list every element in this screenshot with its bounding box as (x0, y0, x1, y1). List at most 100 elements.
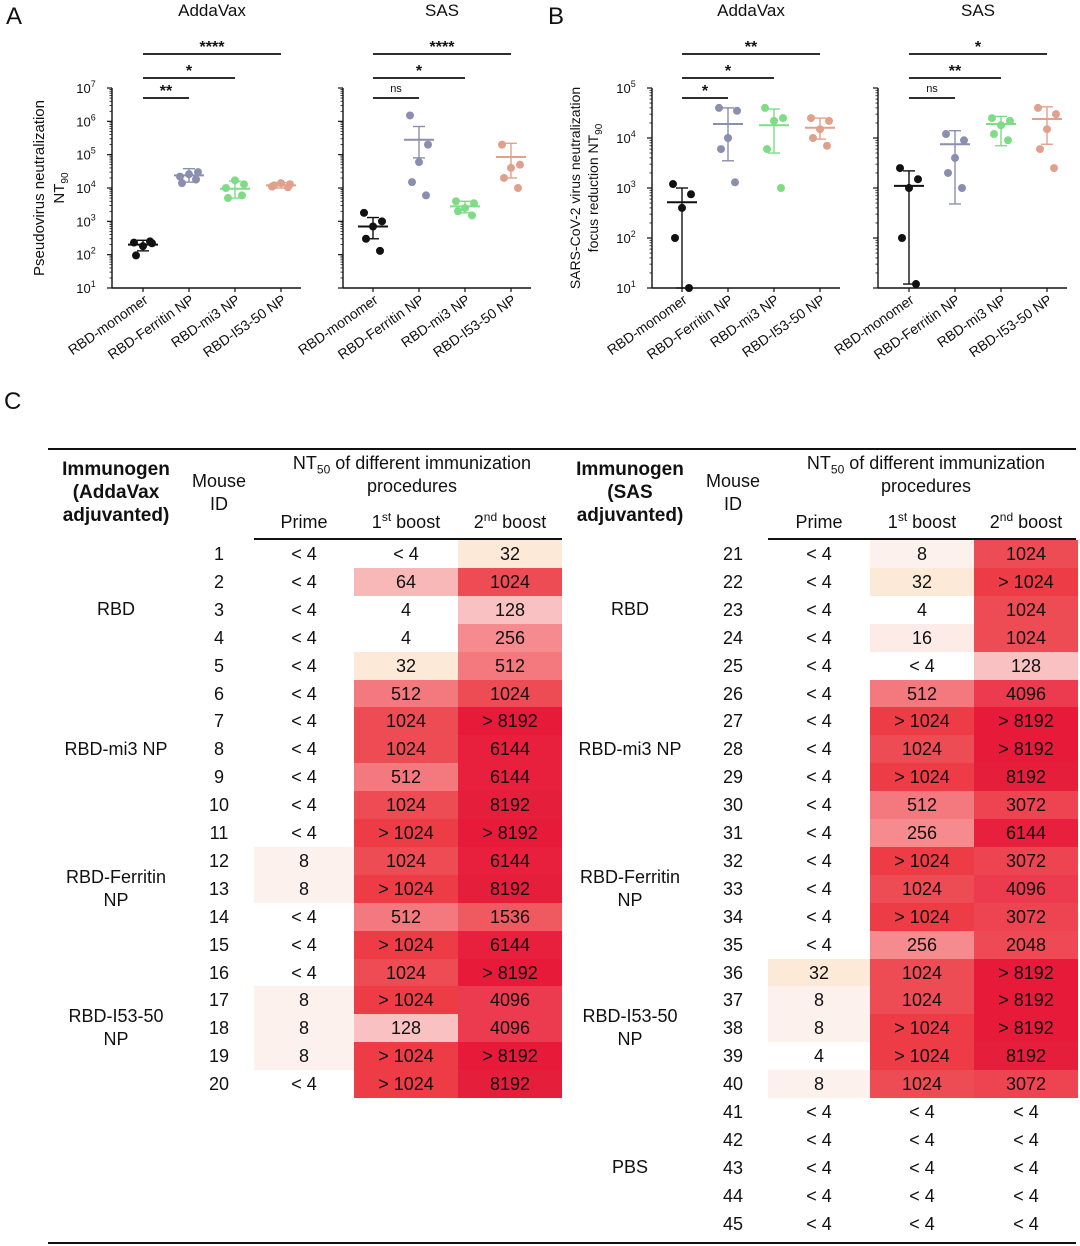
plot-title: AddaVax (178, 1, 246, 20)
prime-cell: < 4 (806, 683, 832, 704)
prime-cell: < 4 (806, 571, 832, 592)
boost1-cell: 1024 (354, 846, 458, 875)
header-nt50-right: NT50 of different immunization procedure… (806, 453, 1046, 496)
data-point (461, 204, 469, 213)
prime-cell: < 4 (806, 1213, 832, 1234)
group-label-line2: NP (103, 1029, 129, 1050)
boost2-cell: 128 (974, 651, 1078, 680)
boost2-cell: 256 (458, 623, 562, 652)
plot-title: SAS (425, 1, 459, 20)
data-point (516, 160, 524, 169)
prime-cell: 8 (254, 986, 354, 1015)
boost1-cell: 512 (354, 763, 458, 792)
boost1-cell: 128 (354, 1014, 458, 1043)
table-bottom-rule (48, 1242, 1076, 1244)
mouse-id-cell: 31 (722, 823, 744, 843)
prime-cell: < 4 (806, 767, 832, 788)
header-subrule-right (768, 538, 1076, 540)
boost2-cell: 8192 (974, 1042, 1078, 1071)
y-tick-label: 102 (616, 229, 635, 246)
data-point (270, 181, 278, 190)
x-tick-label: RBD-I53-50 NP (430, 291, 519, 360)
data-point (240, 180, 248, 189)
prime-cell: < 4 (806, 795, 832, 816)
boost1-cell: > 1024 (354, 986, 458, 1015)
significance-label: ns (390, 83, 402, 95)
prime-cell: 8 (768, 986, 870, 1015)
boost1-cell: 256 (870, 930, 974, 959)
boost2-cell: 1024 (458, 679, 562, 708)
panel-a-letter: A (6, 3, 22, 30)
data-point (951, 153, 959, 162)
prime-cell: < 4 (806, 1185, 832, 1206)
mouse-id-cell: 44 (722, 1185, 744, 1206)
boost1-cell: 16 (870, 623, 974, 652)
prime-cell: < 4 (806, 906, 832, 927)
data-point (224, 194, 232, 203)
boost2-cell: > 8192 (974, 958, 1078, 987)
data-point (770, 116, 778, 125)
mouse-id-cell: 35 (722, 934, 744, 955)
mouse-id-cell: 26 (722, 683, 744, 704)
header-boost1-left: 1st boost (371, 510, 441, 532)
mouse-id-cell: 14 (208, 906, 230, 927)
boost1-cell: 4 (400, 627, 411, 648)
group-label-line1: RBD (610, 599, 649, 620)
x-tick-label: RBD-I53-50 NP (739, 291, 828, 360)
data-point (415, 158, 423, 167)
boost1-cell: 1024 (354, 735, 458, 764)
boost2-cell: 4096 (458, 1014, 562, 1043)
plot-title: SAS (961, 1, 995, 20)
y-tick-label: 105 (616, 79, 635, 96)
data-point (731, 178, 739, 187)
header-boost1-right: 1st boost (887, 510, 957, 532)
boost2-cell: 2048 (974, 930, 1078, 959)
mouse-id-cell: 30 (722, 795, 744, 816)
mouse-id-cell: 17 (208, 990, 230, 1011)
boost2-cell: < 4 (1013, 1129, 1039, 1150)
prime-cell: < 4 (291, 767, 317, 788)
data-point (671, 234, 679, 242)
prime-cell: < 4 (291, 599, 317, 620)
prime-cell: < 4 (291, 1074, 317, 1095)
boost1-cell: > 1024 (354, 1042, 458, 1071)
data-point (378, 217, 386, 226)
data-point (498, 140, 506, 149)
boost1-cell: < 4 (909, 655, 935, 676)
data-point (779, 114, 787, 123)
mouse-id-cell: 5 (213, 655, 224, 676)
data-point (452, 197, 460, 206)
group-label: RBD-I53-50 NP (562, 1005, 698, 1051)
significance-label: ns (926, 83, 938, 95)
panel-a-ylabel: Pseudovirus neutralization (31, 100, 48, 276)
boost2-cell: 1024 (974, 540, 1078, 568)
boost1-cell: 1024 (354, 958, 458, 987)
mouse-id-cell: 6 (213, 683, 224, 704)
data-point (422, 191, 430, 200)
boost1-cell: 4 (916, 599, 927, 620)
group-label: RBD-Ferritin NP (562, 866, 698, 912)
data-point (376, 246, 384, 255)
boost2-cell: 4096 (974, 679, 1078, 708)
data-point (470, 199, 478, 208)
group-label: RBD-I53-50 NP (48, 1005, 184, 1051)
data-point (905, 184, 913, 192)
y-tick-label: 101 (76, 279, 95, 296)
y-tick-label: 104 (76, 179, 95, 196)
prime-cell: < 4 (806, 878, 832, 899)
mouse-id-cell: 38 (722, 1018, 744, 1039)
group-label-line1: RBD-mi3 NP (64, 738, 168, 759)
data-point (687, 190, 695, 199)
data-point (139, 242, 147, 251)
header-boost2-right: 2nd boost (989, 510, 1063, 532)
plot-title: AddaVax (717, 1, 785, 20)
boost1-cell: 1024 (870, 735, 974, 764)
data-point (896, 164, 904, 173)
boost2-cell: > 8192 (458, 958, 562, 987)
boost1-cell: 4 (400, 599, 411, 620)
significance-label: **** (200, 39, 226, 56)
boost1-cell: > 1024 (354, 930, 458, 959)
mouse-id-cell: 18 (208, 1018, 230, 1039)
data-point (942, 130, 950, 139)
boost2-cell: > 1024 (974, 567, 1078, 596)
